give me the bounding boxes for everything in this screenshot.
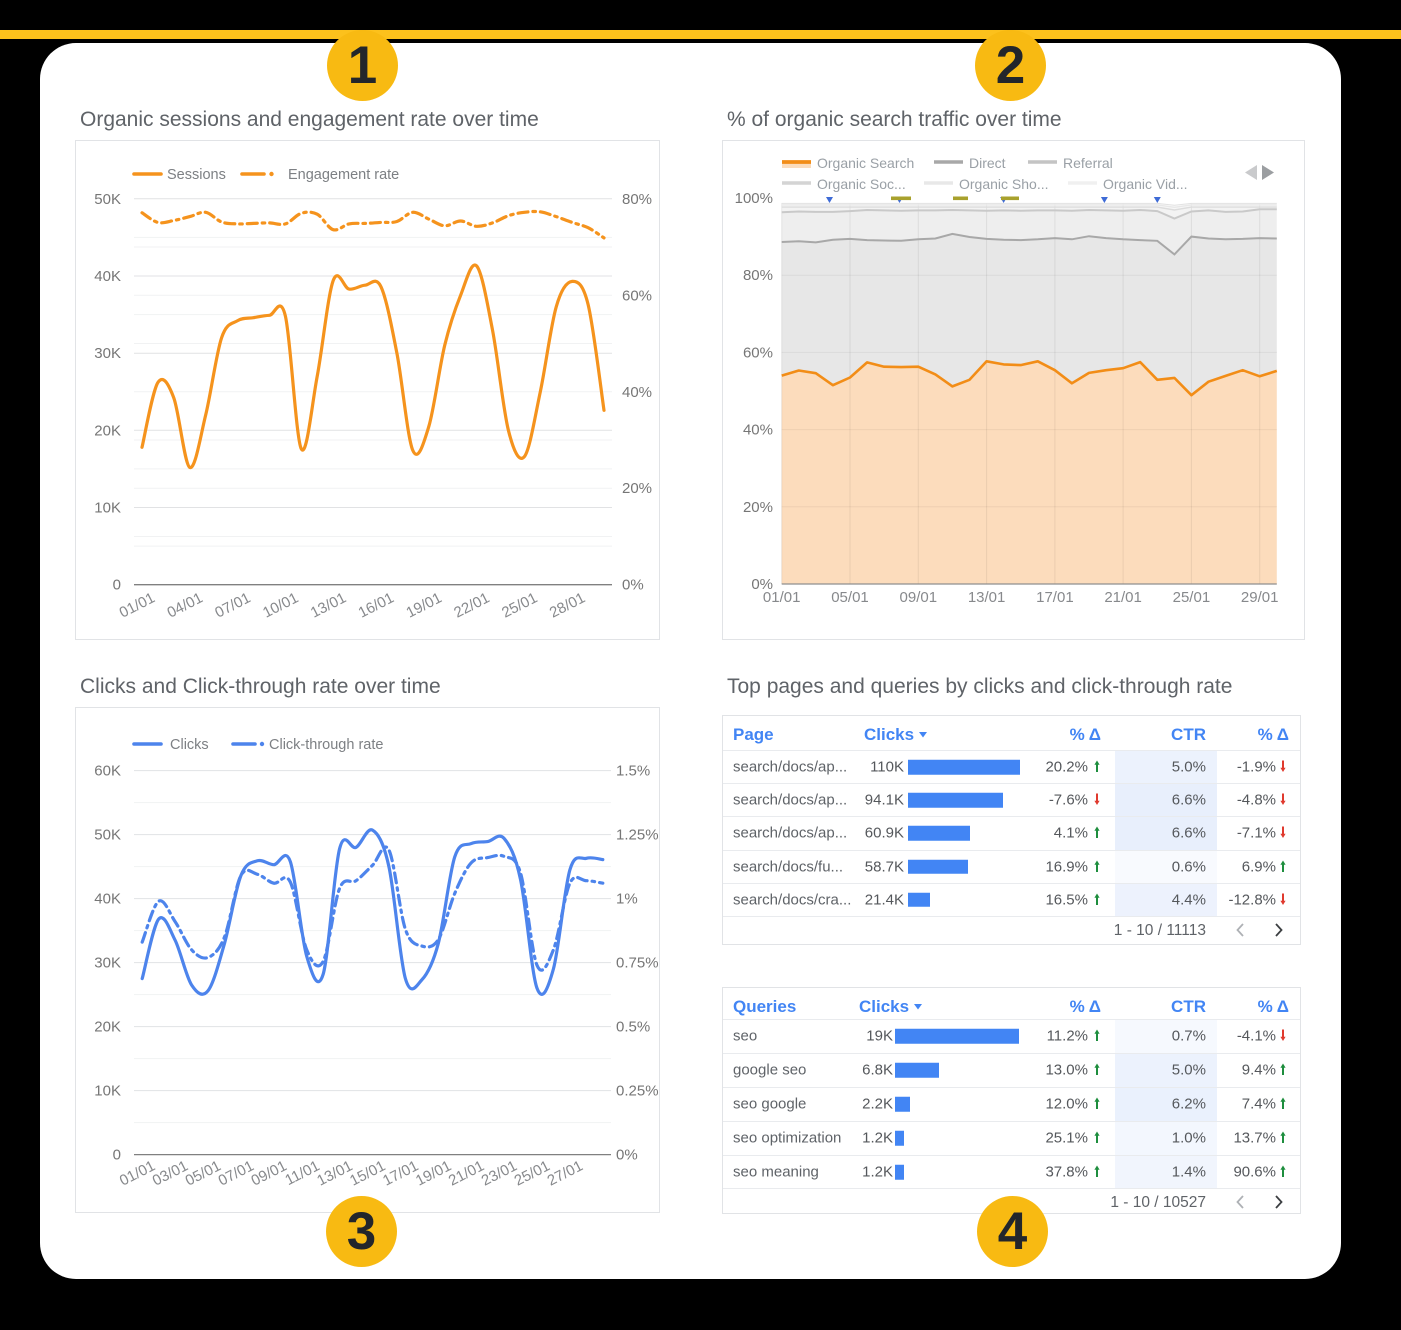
svg-text:40K: 40K (94, 268, 121, 285)
svg-text:28/01: 28/01 (547, 589, 588, 621)
svg-text:30K: 30K (94, 955, 121, 972)
svg-text:60%: 60% (622, 287, 652, 304)
svg-text:Referral: Referral (1063, 155, 1113, 171)
svg-text:0.5%: 0.5% (616, 1019, 650, 1036)
svg-text:22/01: 22/01 (451, 589, 492, 621)
svg-text:Organic Sho...: Organic Sho... (959, 176, 1049, 192)
svg-text:16/01: 16/01 (356, 589, 397, 621)
svg-text:1.25%: 1.25% (616, 827, 659, 844)
svg-text:1.5%: 1.5% (616, 763, 650, 780)
svg-text:60%: 60% (743, 344, 773, 361)
svg-text:17/01: 17/01 (1036, 589, 1074, 606)
svg-text:20%: 20% (743, 499, 773, 516)
svg-text:10K: 10K (94, 1083, 121, 1100)
svg-text:Engagement rate: Engagement rate (288, 167, 399, 183)
svg-text:100%: 100% (735, 190, 773, 207)
svg-text:20%: 20% (622, 480, 652, 497)
svg-text:20K: 20K (94, 1019, 121, 1036)
svg-text:40%: 40% (622, 384, 652, 401)
svg-text:Click-through rate: Click-through rate (269, 737, 383, 753)
svg-text:0: 0 (113, 1147, 121, 1164)
svg-text:1%: 1% (616, 891, 638, 908)
svg-text:01/01: 01/01 (763, 589, 801, 606)
svg-text:04/01: 04/01 (164, 589, 205, 621)
svg-text:27/01: 27/01 (545, 1157, 586, 1189)
svg-text:0: 0 (113, 577, 121, 594)
svg-text:Organic Vid...: Organic Vid... (1103, 176, 1188, 192)
svg-text:60K: 60K (94, 763, 121, 780)
svg-text:13/01: 13/01 (308, 589, 349, 621)
svg-text:Clicks: Clicks (170, 737, 209, 753)
svg-text:Organic Soc...: Organic Soc... (817, 176, 906, 192)
svg-text:40%: 40% (743, 422, 773, 439)
svg-text:Direct: Direct (969, 155, 1006, 171)
svg-text:0%: 0% (622, 577, 644, 594)
svg-text:0%: 0% (751, 576, 773, 593)
svg-text:07/01: 07/01 (212, 589, 253, 621)
svg-text:19/01: 19/01 (403, 589, 444, 621)
svg-text:01/01: 01/01 (117, 589, 158, 621)
svg-text:80%: 80% (622, 191, 652, 208)
svg-text:25/01: 25/01 (1173, 589, 1211, 606)
svg-text:20K: 20K (94, 422, 121, 439)
svg-text:30K: 30K (94, 345, 121, 362)
svg-text:0%: 0% (616, 1147, 638, 1164)
svg-text:05/01: 05/01 (831, 589, 869, 606)
svg-text:50K: 50K (94, 827, 121, 844)
svg-text:Organic Search: Organic Search (817, 155, 914, 171)
svg-text:21/01: 21/01 (1104, 589, 1142, 606)
svg-text:80%: 80% (743, 267, 773, 284)
svg-text:Sessions: Sessions (167, 167, 226, 183)
svg-text:10K: 10K (94, 500, 121, 517)
svg-text:40K: 40K (94, 891, 121, 908)
svg-text:10/01: 10/01 (260, 589, 301, 621)
svg-text:25/01: 25/01 (499, 589, 540, 621)
svg-text:13/01: 13/01 (968, 589, 1006, 606)
svg-text:50K: 50K (94, 191, 121, 208)
svg-text:09/01: 09/01 (900, 589, 938, 606)
svg-text:0.75%: 0.75% (616, 955, 659, 972)
svg-text:0.25%: 0.25% (616, 1083, 659, 1100)
svg-text:29/01: 29/01 (1241, 589, 1279, 606)
